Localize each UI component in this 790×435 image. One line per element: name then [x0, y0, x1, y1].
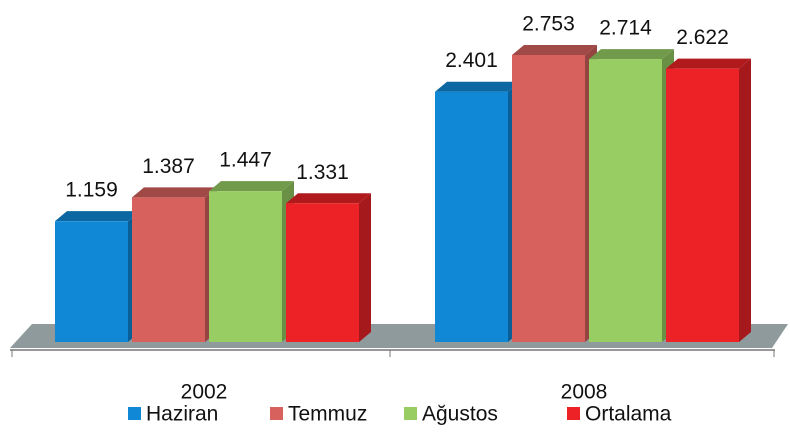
bar: [55, 221, 128, 342]
x-tick-label: 2002: [181, 381, 228, 404]
legend-label: Ortalama: [585, 403, 672, 426]
legend-label: Haziran: [146, 403, 218, 426]
data-label: 1.331: [296, 161, 349, 184]
bar-top: [589, 49, 674, 60]
bar: [209, 191, 282, 342]
bar-top: [132, 187, 217, 198]
bar: [435, 91, 508, 342]
legend-swatch: [567, 407, 580, 420]
bar-side: [359, 193, 371, 342]
bar-top: [435, 81, 520, 92]
data-label: 2.753: [522, 13, 575, 36]
bar: [512, 55, 585, 342]
bar: [286, 203, 359, 342]
bar-top: [286, 193, 371, 204]
x-tick-label: 2008: [561, 381, 608, 404]
data-label: 2.622: [676, 26, 729, 49]
bar-top: [512, 45, 597, 55]
legend-swatch: [270, 407, 283, 420]
bar: [666, 68, 739, 342]
data-label: 1.387: [142, 155, 195, 178]
bar-top: [666, 58, 751, 69]
bar: [589, 59, 662, 343]
bar-side: [739, 58, 751, 342]
data-label: 1.447: [219, 149, 272, 172]
bar-top: [209, 181, 294, 192]
legend-swatch: [404, 407, 417, 420]
data-label: 1.159: [65, 179, 118, 202]
data-label: 2.714: [599, 17, 652, 40]
bar: [132, 197, 205, 342]
legend-label: Temmuz: [288, 403, 367, 426]
legend-label: Ağustos: [422, 403, 498, 426]
data-label: 2.401: [445, 49, 498, 72]
legend-swatch: [128, 407, 141, 420]
bar-top: [55, 211, 140, 222]
